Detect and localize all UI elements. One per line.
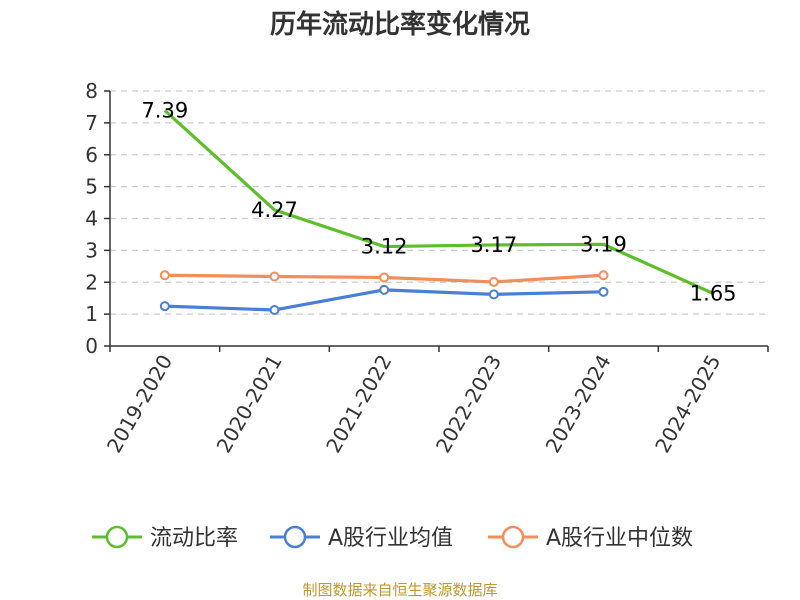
legend-label: A股行业中位数 — [546, 526, 693, 551]
data-labels: 7.39 4.27 3.12 3.17 3.19 1.65 — [141, 98, 736, 305]
x-tick-label: 2024-2025 — [650, 351, 725, 457]
x-tick-label: 2019-2020 — [102, 351, 177, 457]
data-label: 4.27 — [251, 198, 298, 222]
series-point-2 — [598, 270, 609, 281]
series-point-2 — [488, 276, 499, 287]
series-point-1 — [488, 289, 499, 300]
y-tick-label: 8 — [85, 79, 98, 103]
y-tick-label: 4 — [85, 207, 98, 231]
y-axis: 0 1 2 3 4 5 6 7 8 — [85, 79, 111, 358]
x-tick-label: 2020-2021 — [212, 351, 287, 457]
data-label: 3.17 — [470, 233, 517, 257]
y-tick-label: 1 — [85, 302, 98, 326]
legend-label: 流动比率 — [150, 526, 238, 551]
series-point-1 — [379, 284, 390, 295]
legend: 流动比率 A股行业均值 A股行业中位数 — [92, 525, 693, 551]
series-point-2 — [159, 270, 170, 281]
x-tick-label: 2021-2022 — [321, 351, 396, 457]
series-point-1 — [269, 304, 280, 315]
x-axis: 2019-2020 2020-2021 2021-2022 2022-2023 2023… — [102, 345, 769, 457]
legend-marker-icon — [105, 525, 129, 549]
data-label: 1.65 — [690, 281, 737, 305]
x-tick-label: 2022-2023 — [431, 351, 506, 457]
y-tick-label: 6 — [85, 143, 98, 167]
y-tick-label: 5 — [85, 175, 98, 199]
series-point-2 — [269, 271, 280, 282]
data-label: 3.19 — [580, 232, 627, 256]
x-tick-label: 2023-2024 — [541, 351, 616, 457]
series-point-1 — [598, 286, 609, 297]
series-group — [159, 109, 714, 315]
series-line-0 — [163, 109, 714, 295]
y-tick-label: 7 — [85, 111, 98, 135]
chart-title: 历年流动比率变化情况 — [270, 9, 530, 40]
legend-marker-icon — [283, 525, 307, 549]
data-label: 3.12 — [361, 235, 408, 259]
y-tick-label: 0 — [85, 334, 98, 358]
y-tick-label: 2 — [85, 270, 98, 294]
source-note: 制图数据来自恒生聚源数据库 — [302, 581, 497, 599]
y-tick-label: 3 — [85, 238, 98, 262]
series-point-1 — [159, 301, 170, 312]
series-point-2 — [379, 272, 390, 283]
data-label: 7.39 — [141, 98, 188, 122]
legend-label: A股行业均值 — [328, 526, 453, 551]
legend-marker-icon — [501, 525, 525, 549]
